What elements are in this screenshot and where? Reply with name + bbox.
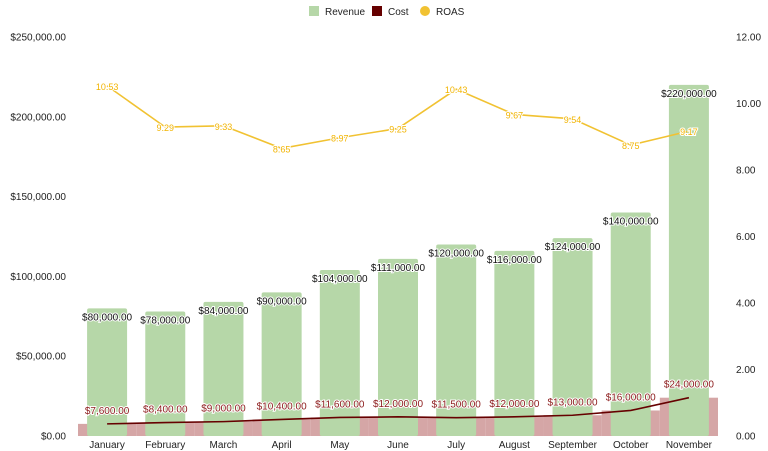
revenue-bars [87,84,709,436]
revenue-label-july: $120,000.00 [428,248,484,259]
revenue-bar-october [610,212,651,436]
revenue-label-january: $80,000.00 [82,312,132,323]
legend: Revenue Cost ROAS [309,6,465,18]
x-tick-label-march: March [210,440,238,451]
cost-label-june: $12,000.00 [373,399,423,410]
y-right-tick-label: 10.00 [736,99,761,110]
revenue-label-september: $124,000.00 [545,242,601,253]
x-tick-label-september: September [548,440,598,451]
legend-marker-roas [420,6,430,16]
y-left-tick-label: $100,000.00 [10,272,66,283]
legend-label-cost: Cost [388,7,409,18]
roas-label-february: 9.29 [157,123,175,133]
revenue-bar-november [668,84,709,436]
roas-label-july: 10.43 [445,85,468,95]
legend-marker-cost [372,6,382,16]
roas-label-september: 9.54 [564,115,582,125]
legend-label-revenue: Revenue [325,7,365,18]
y-left-tick-label: $50,000.00 [16,352,66,363]
y-right-tick-label: 0.00 [736,432,756,443]
x-tick-label-april: April [272,440,292,451]
y-right-tick-label: 4.00 [736,299,756,310]
x-tick-label-july: July [447,440,465,451]
revenue-label-november: $220,000.00 [661,89,717,100]
revenue-label-february: $78,000.00 [140,316,190,327]
line-layer [106,85,690,425]
revenue-label-may: $104,000.00 [312,274,368,285]
roas-label-october: 8.75 [622,141,640,151]
revenue-bar-august [494,250,535,436]
revenue-label-june: $111,000.00 [371,263,426,274]
roas-label-april: 8.65 [273,144,291,154]
y-right-tick-label: 12.00 [736,33,761,44]
y-right-tick-label: 6.00 [736,232,756,243]
x-tick-label-june: June [387,440,409,451]
cost-label-january: $7,600.00 [85,406,130,417]
x-tick-label-august: August [499,440,530,451]
y-left-tick-label: $0.00 [41,432,66,443]
legend-marker-revenue [309,6,319,16]
cost-label-september: $13,000.00 [548,397,598,408]
roas-label-march: 9.33 [215,122,233,132]
revenue-label-april: $90,000.00 [257,296,307,307]
cost-label-march: $9,000.00 [201,404,246,415]
roas-line [106,85,690,150]
revenue-bar-march [203,301,244,436]
roas-label-june: 9.25 [389,124,407,134]
y-right-tick-label: 2.00 [736,365,756,376]
revenue-label-october: $140,000.00 [603,217,659,228]
roas-label-august: 9.67 [506,110,524,120]
legend-label-roas: ROAS [436,7,465,18]
y-left-tick-label: $250,000.00 [10,33,66,44]
cost-label-april: $10,400.00 [257,401,307,412]
y-left-tick-label: $150,000.00 [10,192,66,203]
data-labels: $80,000.00 $78,000.00 $84,000.00 $90,000.00… [81,81,718,418]
x-tick-label-may: May [330,440,349,451]
cost-label-may: $11,600.00 [315,399,365,410]
cost-line [107,396,690,425]
x-tick-label-january: January [89,440,125,451]
roas-label-november: 9.17 [680,127,698,137]
revenue-label-march: $84,000.00 [198,306,248,317]
axes: $0.00 $50,000.00 $100,000.00 $150,000.00 $20… [10,33,761,451]
y-right-tick-label: 8.00 [736,166,756,177]
cost-label-october: $16,000.00 [606,392,656,403]
revenue-bar-september [552,238,593,436]
revenue-bar-february [145,311,186,436]
cost-label-november: $24,000.00 [664,380,714,391]
revenue-bar-may [319,270,360,436]
revenue-bar-january [87,308,128,436]
roas-label-may: 8.97 [331,134,349,144]
cost-label-august: $12,000.00 [489,399,539,410]
x-tick-label-october: October [613,440,649,451]
roas-label-january: 10.53 [96,82,119,92]
revenue-label-august: $116,000.00 [487,255,542,266]
revenue-bar-april [261,292,302,436]
x-tick-label-november: November [666,440,713,451]
revenue-bar-july [436,244,477,436]
revenue-bar-june [378,258,418,436]
x-tick-label-february: February [145,440,185,451]
cost-label-february: $8,400.00 [143,405,188,416]
y-left-tick-label: $200,000.00 [10,112,66,123]
cost-label-july: $11,500.00 [432,400,482,411]
